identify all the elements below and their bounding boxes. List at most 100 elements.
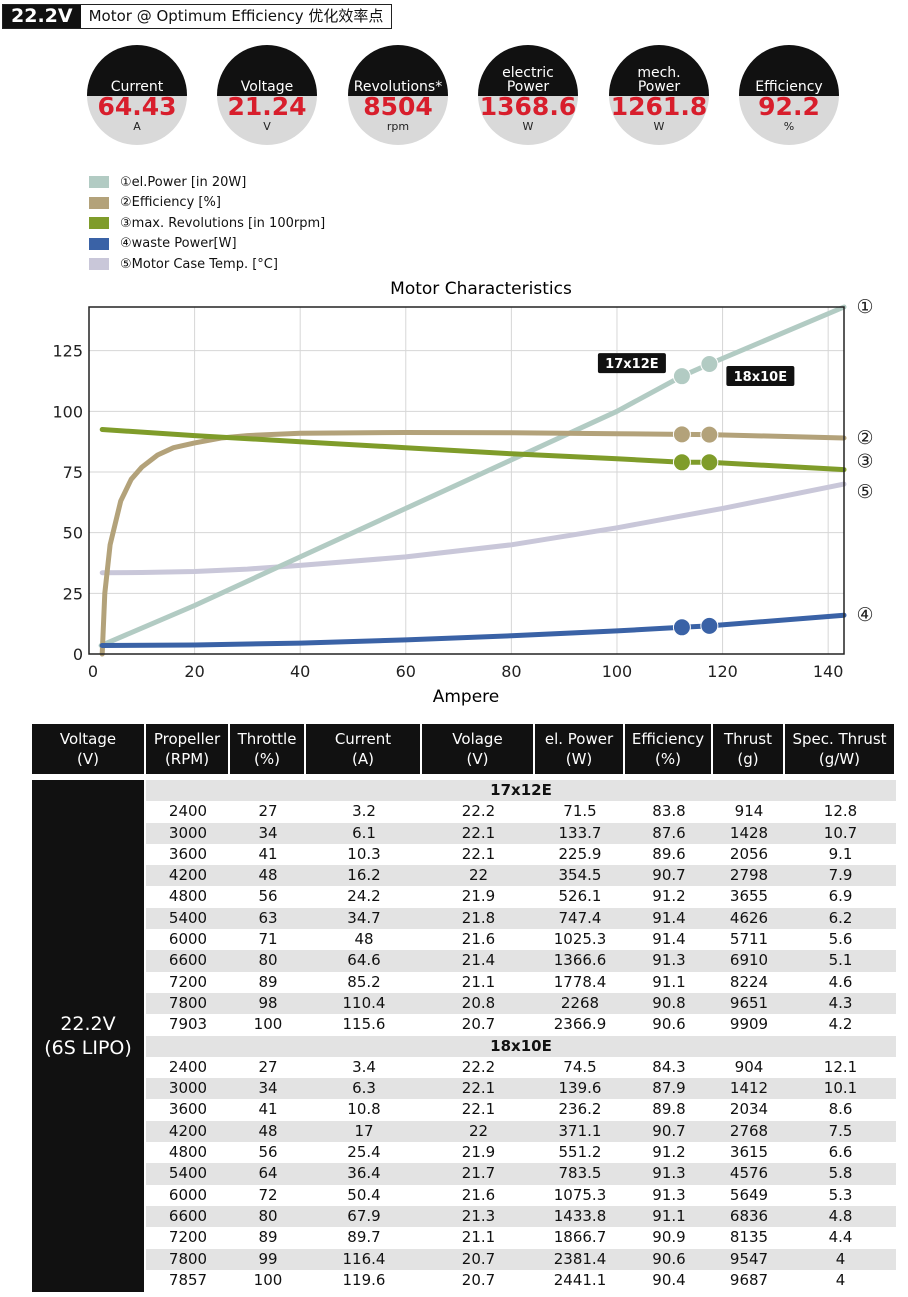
annotation-badge [597,353,666,374]
gauge-row: Current 64.43 A Voltage 21.24 V Revolution… [87,45,839,145]
table-row: 7200 89 89.7 21.1 1866.7 90.9 8135 4.4 [146,1227,896,1248]
table-cell: 6910 [729,951,769,970]
header-voltage: 22.2V [3,5,81,28]
y-tick-label: 125 [52,342,83,361]
table-cell: 21.1 [461,972,496,991]
table-cell: 3600 [168,844,208,863]
legend-swatch [89,258,109,271]
table-cell: 6600 [168,1206,208,1225]
table-cell: 8135 [729,1228,769,1247]
series-line [99,430,847,657]
table-cell: 91.2 [652,1143,686,1162]
table-cell: 5.8 [828,1164,853,1183]
table-cell: 5.1 [828,951,853,970]
table-row: 7857 100 119.6 20.7 2441.1 90.4 9687 4 [146,1270,896,1291]
table-cell: 21.9 [461,1143,496,1162]
table-cell: 10.1 [823,1079,858,1098]
table-cell: 5711 [729,930,769,949]
table-cell: 2400 [168,1057,208,1076]
table-cell: 63 [258,908,278,927]
table-row: 4800 56 25.4 21.9 551.2 91.2 3615 6.6 [146,1142,896,1163]
table-cell: 914 [734,802,764,821]
gauge-label: Current [110,79,164,95]
table-row: 7903 100 115.6 20.7 2366.9 90.6 9909 4.2 [146,1014,896,1035]
table-cell: 2441.1 [553,1270,607,1289]
legend-label: ④waste Power[W] [120,236,237,252]
gauge-value: 21.24 [227,92,307,121]
table-cell: 551.2 [558,1143,602,1162]
table-cell: 12.8 [823,802,858,821]
gauge-unit: W [522,120,534,133]
legend-item: ③max. Revolutions [in 100rpm] [89,213,325,234]
table-cell: 27 [258,1057,278,1076]
voltage-cell: 22.2V (6S LIPO) [32,780,144,1292]
table-cell: 24.2 [347,887,381,906]
table-cell: 10.8 [347,1100,381,1119]
table-cell: 56 [258,887,278,906]
table-cell: 34 [258,823,278,842]
table-cell: 80 [258,951,278,970]
gauge-unit: V [263,120,271,133]
chart-legend: ①el.Power [in 20W] ②Efficiency [%] ③max.… [89,172,325,275]
x-tick-label: 0 [88,662,98,681]
table-cell: 1778.4 [553,972,607,991]
table-cell: 7800 [168,1249,208,1268]
table-cell: 21.4 [461,951,496,970]
table-cell: 21.6 [461,930,496,949]
table-cell: 12.1 [823,1057,858,1076]
table-cell: 1433.8 [553,1206,607,1225]
gauge-electric-power: electric Power 1368.6 W [478,45,578,145]
table-cell: 10.3 [347,844,381,863]
table-cell: 2768 [729,1121,769,1140]
gauge-mech-power: mech. Power 1261.8 W [609,45,709,145]
table-cell: 90.6 [652,1249,686,1268]
table-cell: 6.1 [352,823,376,842]
gauge-revolutions: Revolutions* 8504 rpm [348,45,448,145]
table-cell: 6.2 [828,908,853,927]
chart-title: Motor Characteristics [390,279,572,299]
gauge-label: mech. Power [637,65,681,95]
table-cell: 2381.4 [553,1249,607,1268]
plot-frame [88,306,845,655]
table-cell: 34.7 [347,908,381,927]
table-body: 17x12E 2400 27 3.2 22.2 71.5 83.8 914 12.8 3000 34… [146,780,896,1291]
table-cell: 21.3 [461,1206,496,1225]
table-cell: 99 [258,1249,278,1268]
table-cell: 7.9 [828,866,853,885]
table-cell: 91.3 [652,1185,686,1204]
table-cell: 4200 [168,866,208,885]
gauge-voltage: Voltage 21.24 V [217,45,317,145]
table-cell: 116.4 [342,1249,386,1268]
table-cell: 34 [258,1079,278,1098]
legend-label: ②Efficiency [%] [120,195,221,211]
table-cell: 21.8 [461,908,496,927]
annotation-label: 17x12E [605,357,658,372]
table-cell: 4626 [729,908,769,927]
table-cell: 2056 [729,844,769,863]
table-cell: 7857 [168,1270,208,1289]
table-cell: 9909 [729,1015,769,1034]
gauge-current: Current 64.43 A [87,45,187,145]
section-header-row: 17x12E [146,780,896,802]
table-cell: 371.1 [558,1121,602,1140]
column-header: el. Power (W) [535,724,623,774]
data-marker [672,367,691,386]
x-tick-label: 100 [602,662,633,681]
table-cell: 6836 [729,1206,769,1225]
table-row: 4200 48 16.2 22 354.5 90.7 2798 7.9 [146,865,896,887]
table-cell: 3000 [168,823,208,842]
table-row: 2400 27 3.4 22.2 74.5 84.3 904 12.1 [146,1057,896,1078]
table-cell: 48 [354,930,374,949]
table-cell: 7.5 [828,1121,853,1140]
data-marker [672,425,691,444]
table-cell: 6.3 [352,1079,376,1098]
table-cell: 67.9 [347,1206,381,1225]
legend-label: ③max. Revolutions [in 100rpm] [120,215,326,231]
table-cell: 89 [258,1228,278,1247]
column-header: Efficiency (%) [625,724,711,774]
table-cell: 783.5 [558,1164,602,1183]
legend-label: ①el.Power [in 20W] [120,174,247,190]
table-cell: 3615 [729,1143,769,1162]
table-row: 5400 63 34.7 21.8 747.4 91.4 4626 6.2 [146,907,896,930]
table-cell: 22 [468,1121,489,1140]
